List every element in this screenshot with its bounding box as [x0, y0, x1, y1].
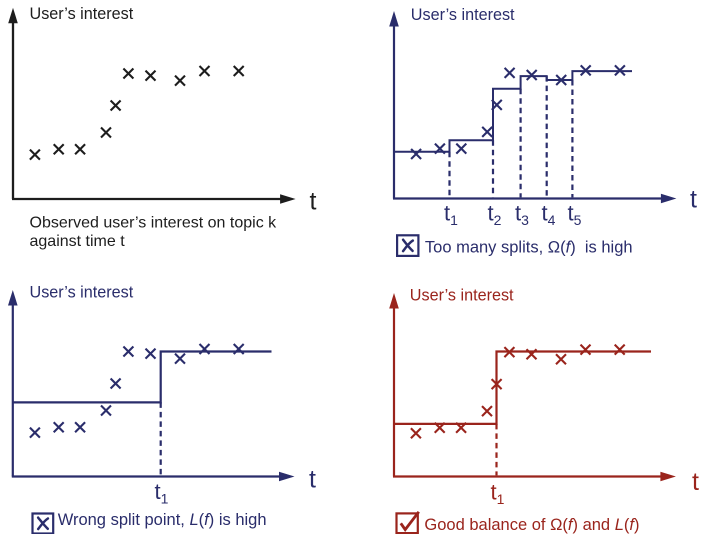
svg-text:t: t — [309, 466, 316, 494]
svg-text:User’s interest: User’s interest — [411, 6, 515, 24]
svg-text:t: t — [690, 186, 697, 214]
svg-text:against time t: against time t — [30, 233, 126, 250]
svg-text:User’s interest: User’s interest — [410, 286, 514, 304]
svg-text:Observed user’s interest on to: Observed user’s interest on topic k — [30, 215, 278, 232]
svg-text:Wrong split point, L(f) is hig: Wrong split point, L(f) is high — [58, 511, 267, 529]
svg-text:t: t — [692, 468, 699, 496]
svg-text:Good balance of Ω(f) and L(f): Good balance of Ω(f) and L(f) — [424, 516, 639, 534]
svg-text:Too many splits, Ω(f) is high: Too many splits, Ω(f) is high — [425, 238, 633, 256]
svg-text:User’s interest: User’s interest — [30, 283, 134, 301]
svg-text:User’s interest: User’s interest — [30, 5, 134, 23]
svg-text:t: t — [310, 188, 317, 216]
